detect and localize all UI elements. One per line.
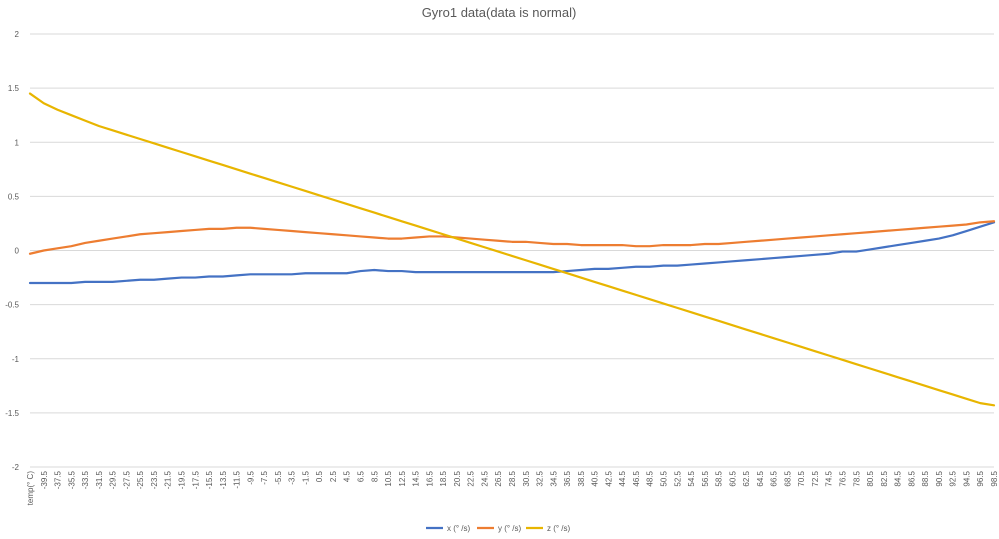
y-tick-label: 1 <box>15 138 20 147</box>
x-tick-label: 46.5 <box>632 470 641 486</box>
x-tick-label: 12.5 <box>398 470 407 486</box>
x-tick-label: 44.5 <box>618 470 627 486</box>
x-tick-label: 8.5 <box>370 470 379 482</box>
x-tick-label: 74.5 <box>825 470 834 486</box>
x-tick-label: 60.5 <box>728 470 737 486</box>
legend[interactable]: x (° /s) y (° /s) z (° /s) <box>426 524 571 533</box>
x-tick-label: 14.5 <box>412 470 421 486</box>
x-tick-label: 20.5 <box>453 470 462 486</box>
x-tick-label: -21.5 <box>164 470 173 489</box>
x-tick-label: -29.5 <box>109 470 118 489</box>
x-tick-label: 40.5 <box>591 470 600 486</box>
chart-title: Gyro1 data(data is normal) <box>422 5 577 20</box>
x-tick-label: 84.5 <box>894 470 903 486</box>
x-tick-label: -7.5 <box>260 470 269 484</box>
x-tick-label: 2.5 <box>329 470 338 482</box>
x-tick-label: -19.5 <box>177 470 186 489</box>
x-tick-label: 88.5 <box>921 470 930 486</box>
x-tick-label: 80.5 <box>866 470 875 486</box>
series-lines <box>28 92 996 407</box>
x-tick-label: 16.5 <box>425 470 434 486</box>
x-tick-label: 96.5 <box>976 470 985 486</box>
x-tick-label: 10.5 <box>384 470 393 486</box>
series-line-x <box>28 221 996 285</box>
y-tick-label: -1 <box>12 355 20 364</box>
x-tick-label: 66.5 <box>770 470 779 486</box>
x-tick-label: -37.5 <box>54 470 63 489</box>
x-tick-label: -1.5 <box>301 470 310 484</box>
x-tick-label: 42.5 <box>604 470 613 486</box>
y-tick-label: -0.5 <box>5 301 19 310</box>
series-line-z <box>28 92 996 407</box>
x-tick-label: 30.5 <box>522 470 531 486</box>
x-tick-label: -11.5 <box>233 470 242 488</box>
x-tick-label: -3.5 <box>288 470 297 484</box>
x-tick-label: -5.5 <box>274 470 283 484</box>
x-tick-label: 58.5 <box>715 470 724 486</box>
x-tick-label: 78.5 <box>852 470 861 486</box>
x-tick-label: 56.5 <box>701 470 710 486</box>
x-tick-label: 24.5 <box>480 470 489 486</box>
legend-item-z[interactable]: z (° /s) <box>526 524 571 533</box>
x-tick-label: 36.5 <box>563 470 572 486</box>
x-tick-label: 76.5 <box>839 470 848 486</box>
x-tick-label: 48.5 <box>646 470 655 486</box>
x-tick-label: -39.5 <box>40 470 49 489</box>
x-tick-label: temp(° C) <box>26 471 35 506</box>
x-tick-label: 68.5 <box>783 470 792 486</box>
x-tick-label: 34.5 <box>549 470 558 486</box>
legend-item-x[interactable]: x (° /s) <box>426 524 471 533</box>
y-tick-label: 1.5 <box>8 84 20 93</box>
x-tick-label: -15.5 <box>205 470 214 489</box>
x-tick-label: 94.5 <box>962 470 971 486</box>
x-tick-label: 52.5 <box>673 470 682 486</box>
x-tick-label: 28.5 <box>508 470 517 486</box>
legend-label: y (° /s) <box>498 524 522 533</box>
x-tick-label: -17.5 <box>191 470 200 489</box>
x-tick-label: -35.5 <box>67 470 76 489</box>
x-tick-label: 62.5 <box>742 470 751 486</box>
x-tick-label: -33.5 <box>81 470 90 489</box>
x-tick-label: 90.5 <box>935 470 944 486</box>
x-tick-label: 0.5 <box>315 470 324 482</box>
y-axis-ticks: 2 1.5 1 0.5 0 -0.5 -1 -1.5 -2 <box>5 30 19 472</box>
x-tick-label: -31.5 <box>95 470 104 489</box>
x-tick-label: -25.5 <box>136 470 145 489</box>
y-tick-label: 2 <box>15 30 20 39</box>
x-tick-label: 38.5 <box>577 470 586 486</box>
x-tick-label: 82.5 <box>880 470 889 486</box>
y-tick-label: -1.5 <box>5 409 19 418</box>
x-tick-label: 98.5 <box>990 470 999 486</box>
x-tick-label: -13.5 <box>219 470 228 489</box>
x-tick-label: 26.5 <box>494 470 503 486</box>
x-tick-label: 70.5 <box>797 470 806 486</box>
x-tick-label: 32.5 <box>536 470 545 486</box>
x-tick-label: 50.5 <box>659 470 668 486</box>
y-tick-label: -2 <box>12 463 20 472</box>
x-tick-label: 22.5 <box>467 470 476 486</box>
x-tick-label: -23.5 <box>150 470 159 489</box>
legend-label: x (° /s) <box>447 524 471 533</box>
legend-item-y[interactable]: y (° /s) <box>477 524 522 533</box>
x-tick-label: -9.5 <box>246 470 255 484</box>
x-tick-label: 92.5 <box>949 470 958 486</box>
y-tick-label: 0.5 <box>8 192 20 201</box>
legend-label: z (° /s) <box>547 524 571 533</box>
x-tick-label: 64.5 <box>756 470 765 486</box>
x-tick-label: 4.5 <box>343 470 352 482</box>
x-tick-label: 72.5 <box>811 470 820 486</box>
x-tick-label: 18.5 <box>439 470 448 486</box>
x-tick-label: -27.5 <box>122 470 131 489</box>
x-axis-ticks: temp(° C) -39.5 -37.5 -35.5 -33.5 -31.5 -29.5-… <box>26 470 999 505</box>
series-line-y <box>28 220 996 255</box>
x-tick-label: 6.5 <box>357 470 366 482</box>
x-tick-label: 86.5 <box>907 470 916 486</box>
x-tick-label: 54.5 <box>687 470 696 486</box>
gridlines <box>30 33 994 468</box>
y-tick-label: 0 <box>15 247 20 256</box>
